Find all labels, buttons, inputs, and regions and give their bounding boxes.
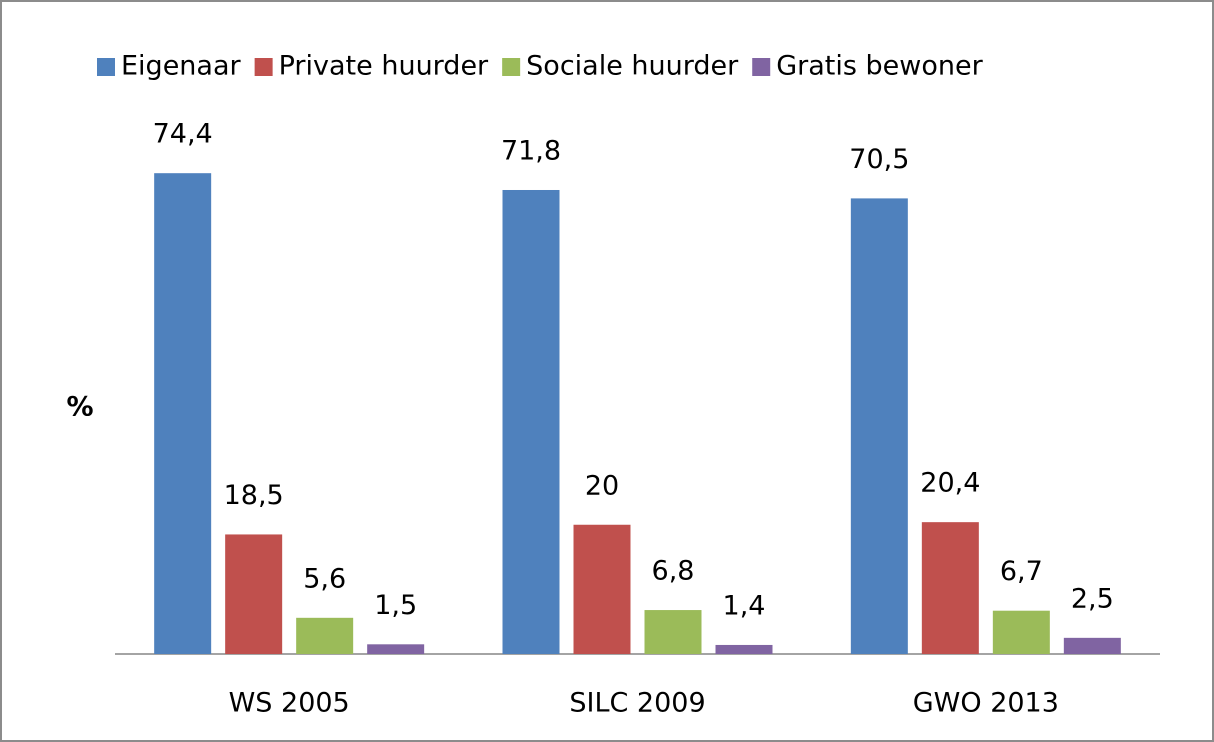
legend-label: Sociale huurder <box>526 51 739 82</box>
legend-swatch <box>97 58 115 76</box>
y-axis-label: % <box>66 392 93 423</box>
bar <box>225 534 283 654</box>
legend-label: Private huurder <box>279 51 489 82</box>
bar <box>715 644 773 654</box>
value-label: 1,4 <box>723 590 766 621</box>
legend-swatch <box>254 58 273 76</box>
value-label: 74,4 <box>153 119 213 150</box>
legend-swatch <box>752 58 771 76</box>
bar <box>921 522 979 654</box>
value-label: 2,5 <box>1071 583 1114 614</box>
bar <box>644 610 702 654</box>
value-label: 1,5 <box>374 590 417 621</box>
value-label: 20 <box>585 470 619 501</box>
value-label: 6,8 <box>652 556 695 587</box>
bar <box>296 617 354 654</box>
bar <box>367 644 425 654</box>
x-tick-label: SILC 2009 <box>569 688 705 719</box>
legend-label: Gratis bewoner <box>776 51 983 82</box>
value-label: 70,5 <box>849 144 909 175</box>
legend-swatch <box>502 58 521 76</box>
bar <box>1063 637 1121 654</box>
value-label: 6,7 <box>1000 556 1043 587</box>
bar <box>154 173 212 654</box>
bar <box>850 198 908 655</box>
bar <box>992 610 1050 654</box>
legend-label: Eigenaar <box>121 51 242 82</box>
x-tick-label: GWO 2013 <box>913 688 1059 719</box>
value-label: 18,5 <box>224 480 284 511</box>
value-label: 20,4 <box>920 468 980 499</box>
value-label: 71,8 <box>501 135 561 166</box>
bar <box>502 189 560 654</box>
value-label: 5,6 <box>303 563 346 594</box>
bar <box>573 524 631 654</box>
x-tick-label: WS 2005 <box>229 688 350 719</box>
